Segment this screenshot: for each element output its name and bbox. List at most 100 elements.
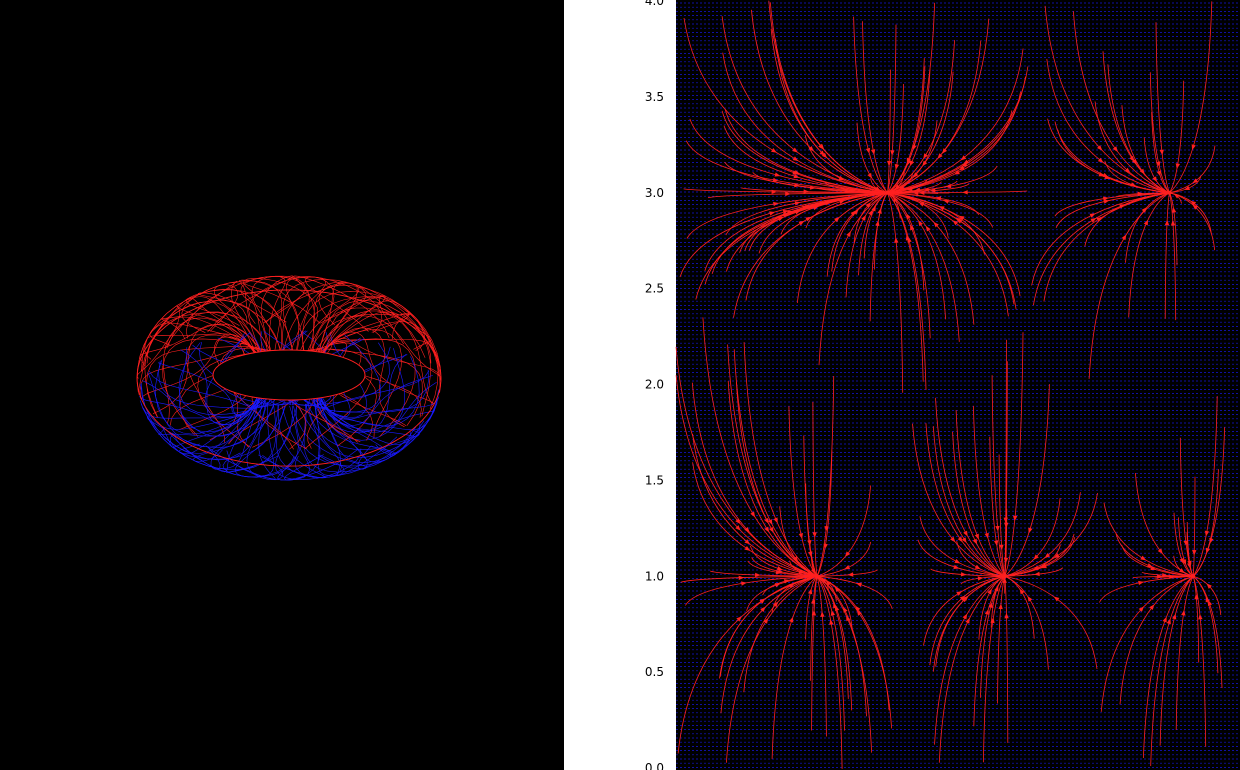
stream-arrow [1204, 530, 1210, 537]
stream-arrow [1156, 161, 1161, 168]
stream-arrow [764, 517, 769, 524]
stream-arrow [957, 536, 963, 543]
stream-arrow [1149, 604, 1155, 611]
stream-arrow [794, 182, 800, 188]
y-axis: 0.0 0.5 1.0 1.5 2.0 2.5 3.0 3.5 4.0 [645, 0, 664, 770]
y-tick-label: 4.0 [645, 0, 664, 8]
stream-arrow [772, 177, 779, 183]
y-tick-label: 0.0 [645, 761, 664, 770]
stream-arrow [1192, 204, 1199, 210]
torus-streamline-lower [172, 402, 275, 478]
stream-arrow [777, 216, 784, 222]
stream-arrow [844, 551, 851, 558]
stream-arrow [960, 572, 967, 577]
sink-point [885, 190, 890, 195]
stream-arrow [933, 221, 939, 228]
stream-arrow [959, 595, 966, 601]
torus-outer-rim [136, 289, 442, 467]
stream-arrow [865, 202, 871, 208]
y-tick-label: 1.5 [645, 473, 664, 487]
stream-arrow [1121, 234, 1127, 241]
stream-arrow [783, 579, 790, 584]
stream-arrow [1096, 217, 1103, 222]
stream-arrow [894, 184, 901, 190]
stream-arrow [912, 172, 919, 178]
stream-arrow [958, 165, 965, 171]
stream-arrow [905, 234, 911, 241]
stream-arrow [1173, 193, 1180, 199]
torus-streamline-plot [0, 0, 564, 770]
stream-arrow [738, 575, 745, 580]
stream-arrow [961, 162, 968, 167]
stream-arrow [807, 540, 812, 546]
stream-arrow [1162, 572, 1168, 578]
stream-arrow [798, 569, 805, 574]
stream-arrow [1147, 563, 1153, 568]
stream-arrow [963, 530, 968, 537]
torus-streamline-lower [226, 405, 310, 481]
stream-arrow [805, 216, 812, 222]
stream-arrow [740, 581, 747, 586]
stream-arrow [744, 545, 751, 551]
stream-arrow [941, 148, 948, 154]
stream-arrow [1175, 163, 1180, 170]
stream-arrow [1159, 149, 1164, 156]
torus-streamline-lower [316, 388, 439, 445]
stream-arrow [1169, 574, 1175, 579]
stream-arrow [963, 595, 969, 602]
stream-arrow [1004, 522, 1009, 529]
stream-arrow [760, 606, 766, 613]
torus-streamline-upper [146, 282, 264, 381]
stream-arrow [938, 206, 945, 211]
stream-arrow [1198, 613, 1203, 620]
torus-streamline-lower [314, 399, 417, 477]
stream-arrow [890, 150, 895, 156]
torus-streamline-lower [295, 405, 342, 479]
stream-arrow [839, 199, 845, 204]
torus-streamline-upper [248, 276, 326, 375]
stream-arrow [794, 201, 801, 206]
torus-streamline-upper [186, 289, 282, 376]
stream-arrow [776, 566, 783, 571]
sink-point [1191, 574, 1196, 579]
stream-arrow [1157, 574, 1163, 579]
stream-arrow [812, 532, 817, 538]
stream-arrow [888, 190, 895, 195]
torus-streamline-lower [147, 371, 260, 448]
torus-streamline-lower [317, 353, 407, 432]
stream-arrow [868, 209, 873, 216]
torus-streamline-lower [276, 405, 345, 478]
stream-arrow [918, 202, 925, 207]
stream-arrow [994, 585, 999, 592]
stream-arrow [794, 210, 801, 215]
stream-arrow [774, 583, 781, 588]
stream-arrow [953, 564, 960, 569]
stream-arrow [909, 160, 915, 167]
stream-arrow [835, 605, 840, 612]
torus-streamline-lower [205, 401, 276, 481]
stream-arrow [777, 569, 784, 574]
stream-arrow [974, 564, 981, 570]
stream-arrow [1053, 596, 1060, 602]
stream-arrow [1002, 577, 1007, 583]
stream-arrow [956, 591, 963, 596]
stream-arrow [918, 190, 925, 196]
stream-arrow [855, 605, 861, 612]
stream-arrow [945, 183, 952, 189]
stream-arrow [807, 205, 814, 210]
torus-streamline-lower [158, 400, 266, 437]
stream-arrow [1124, 167, 1131, 174]
stream-arrow [922, 160, 928, 167]
stream-arrow [767, 519, 773, 525]
stream-arrow [1152, 176, 1158, 183]
torus-streamline-upper [243, 278, 319, 374]
stream-arrow [1138, 580, 1144, 586]
stream-arrow [771, 148, 777, 153]
stream-arrow [736, 616, 742, 622]
stream-arrow [808, 551, 813, 558]
stream-arrow [1156, 170, 1161, 177]
stream-arrow [825, 580, 832, 586]
stream-arrow [865, 147, 871, 154]
torus-streamline-lower [316, 398, 435, 433]
stream-arrow [808, 145, 814, 152]
